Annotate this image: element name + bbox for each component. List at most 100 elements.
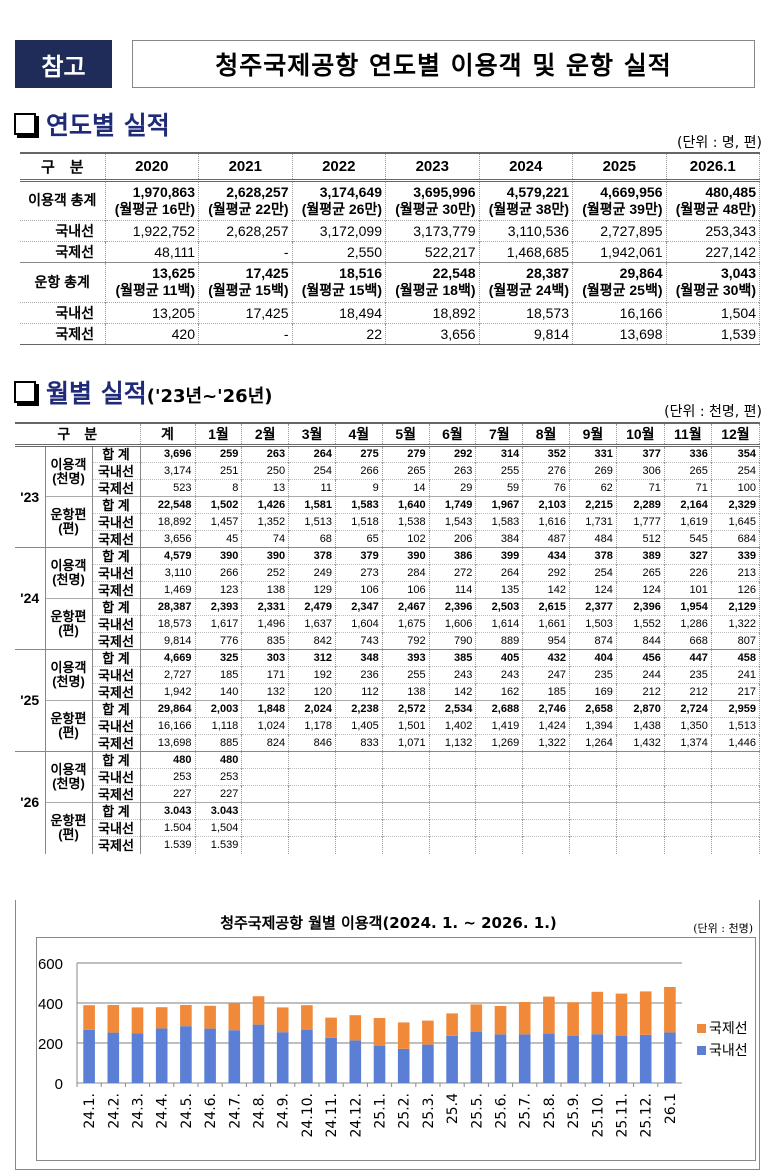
bar-domestic: [494, 1034, 507, 1083]
table-cell: 18,892: [385, 301, 480, 323]
table-cell: -: [198, 240, 293, 262]
column-header: 2026.1: [666, 153, 760, 182]
table-cell: 247: [522, 666, 570, 684]
column-header: 5월: [382, 423, 430, 447]
table-cell: 4,579: [140, 547, 196, 565]
category-unit-line: (천명): [52, 572, 85, 587]
bar-domestic: [446, 1035, 458, 1083]
year-label: '23: [15, 445, 46, 548]
cell-value: 1,539: [720, 325, 756, 342]
table-cell: 2,347: [335, 598, 383, 616]
table-cell: [711, 768, 761, 786]
category-label: 운항편 (편): [45, 802, 93, 854]
sub-label: 국제선: [92, 683, 141, 701]
legend-swatch: [697, 1024, 706, 1033]
table-cell: 18,494: [292, 301, 386, 323]
bar-domestic: [422, 1044, 434, 1083]
table-cell: 2,024: [288, 700, 336, 718]
table-row: 국제선 9,814 776 835 842 743 792 790 889 954 874 844 66…: [15, 632, 761, 650]
table-cell: 1.539: [140, 836, 196, 854]
column-header: 2월: [241, 423, 290, 447]
bar-international: [422, 1020, 434, 1045]
table-cell: 4,579,221 (월평균 38만): [479, 179, 573, 220]
table-cell: 16,166: [140, 717, 196, 735]
table-cell: [664, 836, 712, 854]
table-cell: 889: [475, 632, 524, 650]
x-tick-label: 25.6.: [494, 1093, 510, 1129]
table-cell: 327: [664, 547, 712, 565]
table-cell: [382, 785, 430, 803]
table-cell: 1,419: [475, 717, 524, 735]
bar-international: [639, 991, 652, 1035]
bar-international: [252, 996, 265, 1025]
table-cell: 22,548: [140, 496, 196, 514]
category-label: 이용객 (천명): [45, 445, 93, 497]
category-unit-line: (천명): [52, 674, 85, 689]
x-tick-label: 24.1.: [82, 1093, 98, 1129]
table-cell: [288, 785, 336, 803]
table-row: 국내선 3,110 266 252 249 273 284 272 264 292 254 265 22…: [15, 564, 761, 582]
table-cell: [522, 768, 570, 786]
table-cell: 126: [711, 581, 761, 599]
table-cell: 1,438: [616, 717, 665, 735]
cell-value: 13,698: [619, 325, 663, 342]
column-header: 12월: [711, 423, 761, 447]
table-cell: 18,573: [479, 301, 573, 323]
table-row: 국제선 13,698 885 824 846 833 1,071 1,132 1,269 1,32…: [15, 734, 761, 752]
table-cell: [241, 768, 290, 786]
bar-domestic: [107, 1032, 120, 1083]
table-cell: 3,696: [140, 445, 196, 463]
table-cell: 2,377: [569, 598, 617, 616]
bar-international: [301, 1005, 313, 1030]
sub-label: 국내선: [92, 615, 141, 633]
table-row: 국제선 1,469 123 138 129 106 106 114 135 142 124 124 10…: [15, 581, 761, 599]
category-label-line: 운항편: [50, 609, 87, 624]
cell-value: 22,548: [432, 265, 476, 281]
table-cell: 2,003: [195, 700, 243, 718]
table-cell: [522, 819, 570, 837]
table-cell: 432: [522, 649, 570, 667]
table-cell: 185: [195, 666, 243, 684]
bar-international: [446, 1013, 458, 1036]
table-cell: [288, 802, 336, 820]
section-heading-yearly: 연도별 실적: [14, 106, 170, 142]
table-cell: 212: [664, 683, 712, 701]
column-header: 1월: [195, 423, 243, 447]
table-cell: 123: [195, 581, 243, 599]
table-row: 운항 총계 13,625 (월평균 11백) 17,425 (월평균 15백) 18,51…: [20, 261, 760, 302]
bar-domestic: [615, 1036, 628, 1083]
table-cell: [664, 819, 712, 837]
table-cell: 3,172,099: [292, 219, 386, 241]
column-header: 2025: [572, 153, 667, 182]
table-row: 운항편 (편) 합 계 22,548 1,502 1,426 1,581 1,583 1,640…: [15, 496, 761, 548]
table-cell: 377: [616, 445, 665, 463]
table-cell: [569, 819, 617, 837]
table-cell: 59: [475, 479, 524, 497]
table-cell: 1,469: [140, 581, 196, 599]
table-cell: 1,352: [241, 513, 290, 531]
cell-value: 22: [366, 325, 382, 342]
table-cell: 399: [475, 547, 524, 565]
table-cell: 138: [241, 581, 290, 599]
table-cell: 13,698: [572, 322, 667, 344]
bar-international: [325, 1017, 337, 1038]
x-tick-label: 24.12.: [348, 1093, 364, 1138]
category-label-line: 이용객: [50, 762, 87, 777]
column-header: 11월: [664, 423, 712, 447]
category-label: 이용객 (천명): [45, 751, 93, 803]
table-cell: 1,583: [335, 496, 383, 514]
monthly-average: (월평균 16만): [114, 200, 195, 217]
category-label-line: 이용객: [50, 660, 87, 675]
table-cell: 743: [335, 632, 383, 650]
bar-domestic: [204, 1028, 216, 1083]
table-cell: 1,731: [569, 513, 617, 531]
table-cell: 65: [335, 530, 383, 548]
sub-label: 국제선: [92, 734, 141, 752]
table-cell: 2,572: [382, 700, 430, 718]
y-tick-label: 200: [38, 1036, 63, 1053]
bar-domestic: [83, 1029, 95, 1083]
table-cell: [475, 768, 524, 786]
table-cell: 106: [382, 581, 430, 599]
table-cell: [664, 751, 712, 769]
table-cell: 1,616: [522, 513, 570, 531]
